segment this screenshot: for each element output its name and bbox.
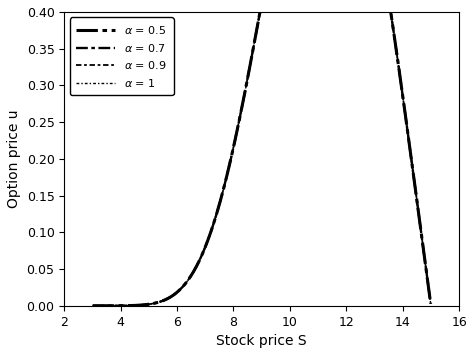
X-axis label: Stock price S: Stock price S bbox=[217, 334, 307, 348]
Legend: $\alpha$ = 0.5, $\alpha$ = 0.7, $\alpha$ = 0.9, $\alpha$ = 1: $\alpha$ = 0.5, $\alpha$ = 0.7, $\alpha$… bbox=[70, 17, 173, 95]
Y-axis label: Option price u: Option price u bbox=[7, 110, 21, 208]
